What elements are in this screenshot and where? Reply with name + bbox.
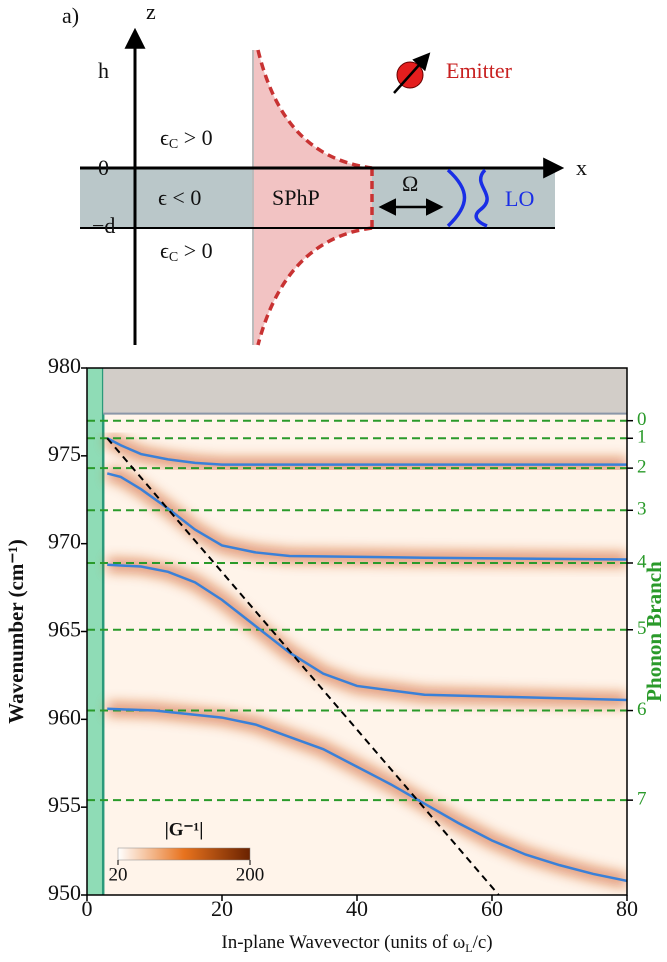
height-label: −d bbox=[92, 213, 115, 238]
branch-label: 3 bbox=[637, 499, 647, 520]
branch-label: 2 bbox=[637, 456, 647, 477]
omega-label: Ω bbox=[402, 171, 418, 196]
colorbar-tick-label: 20 bbox=[109, 864, 128, 885]
decay-curve bbox=[256, 49, 374, 346]
polariton-line bbox=[106, 472, 627, 561]
x-axis-label-part: /c) bbox=[473, 932, 493, 953]
y-tick-label: 970 bbox=[48, 529, 81, 554]
branch-label: 6 bbox=[637, 699, 647, 720]
y-tick-label: 955 bbox=[48, 792, 81, 817]
y-tick-label: 980 bbox=[48, 353, 81, 378]
y-tick-label: 965 bbox=[48, 617, 81, 642]
light-line bbox=[106, 437, 500, 896]
lo-label: LO bbox=[505, 186, 534, 211]
sphp-field bbox=[252, 50, 372, 345]
polariton-line bbox=[107, 707, 627, 883]
diagram: a) z x h 0 −d ϵC > 0 ϵC > 0 ϵ < 0 SPhP Ω… bbox=[62, 0, 587, 346]
branch-label: 1 bbox=[637, 427, 647, 448]
branch-label: 0 bbox=[637, 409, 647, 430]
colorbar bbox=[117, 847, 251, 861]
panel-label: a) bbox=[62, 3, 79, 28]
branch-label: 5 bbox=[637, 618, 647, 639]
branch-label: 4 bbox=[637, 551, 647, 572]
y-tick-label: 975 bbox=[48, 441, 81, 466]
x-tick-label: 60 bbox=[481, 896, 503, 921]
y-axis-label: Wavenumber (cm⁻¹) bbox=[4, 539, 28, 723]
x-axis-label-part: In-plane Wavevector (units of ω bbox=[221, 932, 465, 953]
height-label: 0 bbox=[98, 155, 109, 180]
polariton-line bbox=[106, 437, 627, 466]
epsilon-label: ϵC > 0 bbox=[160, 238, 213, 265]
shaded-region bbox=[87, 368, 104, 895]
dipole-arrow bbox=[393, 52, 431, 94]
x-tick-label: 80 bbox=[616, 896, 638, 921]
axis-label: z bbox=[146, 0, 156, 24]
polariton-line bbox=[107, 563, 627, 702]
plot-background bbox=[87, 368, 627, 895]
x-axis-label-part: L bbox=[465, 941, 472, 955]
y2-axis-label: Phonon Branch bbox=[642, 561, 666, 702]
x-axis-label: In-plane Wavevector (units of ωL/c) bbox=[221, 932, 492, 954]
epsilon-label: ϵ < 0 bbox=[158, 185, 201, 210]
epsilon-label: ϵC > 0 bbox=[160, 125, 213, 152]
colorbar-label: |G⁻¹| bbox=[165, 819, 204, 840]
x-tick-label: 0 bbox=[82, 896, 93, 921]
x-tick-label: 20 bbox=[211, 896, 233, 921]
colorbar-tick-label: 200 bbox=[236, 864, 265, 885]
y-tick-label: 960 bbox=[48, 704, 81, 729]
axis-label: x bbox=[576, 155, 587, 180]
x-tick-label: 40 bbox=[346, 896, 368, 921]
height-label: h bbox=[98, 58, 109, 83]
sphp-label: SPhP bbox=[272, 185, 320, 210]
y-tick-label: 950 bbox=[48, 880, 81, 905]
branch-label: 7 bbox=[637, 788, 647, 809]
emitter-label: Emitter bbox=[446, 58, 513, 83]
shaded-region bbox=[103, 368, 627, 414]
lo-wave bbox=[446, 168, 489, 228]
